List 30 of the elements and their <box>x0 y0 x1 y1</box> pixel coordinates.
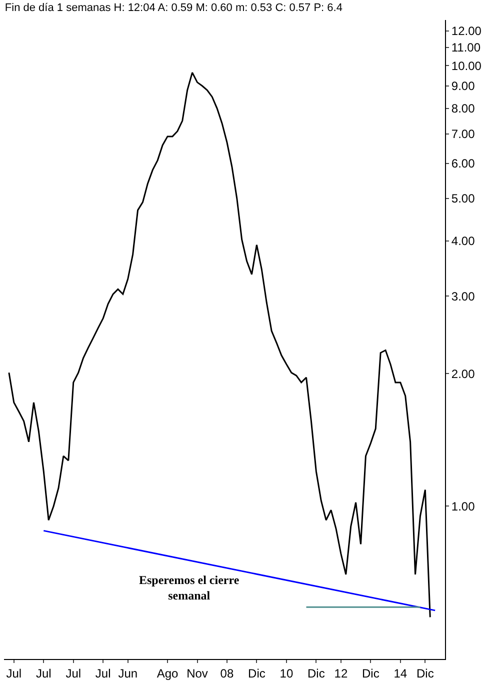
y-tick-label: 4.00 <box>451 234 476 248</box>
y-tick-label: 1.00 <box>451 499 476 514</box>
x-tick-label: Jun <box>118 666 138 680</box>
x-tick-label: Jul <box>66 666 82 680</box>
x-tick-label: Jul <box>95 666 111 680</box>
x-tick-label: Dic <box>248 666 266 680</box>
x-tick-label: 10 <box>280 666 294 680</box>
x-tick-label: 12 <box>334 666 348 680</box>
x-tick-label: Dic <box>416 666 434 680</box>
y-tick-label: 3.00 <box>451 289 476 304</box>
y-tick-label: 8.00 <box>451 102 476 116</box>
y-tick-label: 2.00 <box>451 366 476 381</box>
x-tick-label: 08 <box>220 666 234 680</box>
y-tick-label: 5.00 <box>451 192 476 206</box>
y-tick-label: 7.00 <box>451 127 476 142</box>
x-tick-label: Ago <box>156 666 179 680</box>
y-tick-label: 10.00 <box>451 58 482 73</box>
x-tick-label: Jul <box>36 666 52 680</box>
y-tick-label: 11.00 <box>451 40 481 55</box>
annotation: Esperemos el cierre semanal <box>139 573 240 603</box>
x-tick-label: Jul <box>6 666 22 680</box>
y-tick-label: 12.00 <box>451 24 482 38</box>
chart-title: Fin de día 1 semanas H: 12:04 A: 0.59 M: 0.60 m: 0.53 C: 0.57 P: 6.4 <box>4 2 342 14</box>
x-tick-label: 14 <box>394 666 408 680</box>
x-tick-label: Dic <box>308 666 325 680</box>
y-tick-label: 9.00 <box>451 79 476 94</box>
x-tick-label: Dic <box>362 666 380 680</box>
x-tick-label: Nov <box>186 666 208 680</box>
line-series <box>8 72 431 618</box>
y-tick-label: 6.00 <box>451 156 476 171</box>
